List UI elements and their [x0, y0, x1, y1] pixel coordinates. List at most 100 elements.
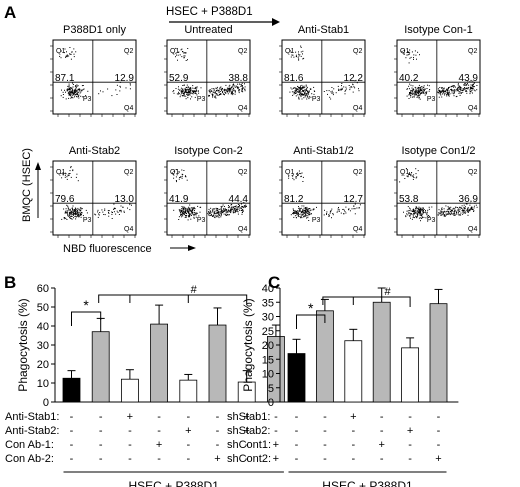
event-dot [439, 87, 441, 88]
event-dot [74, 211, 76, 213]
event-dot [292, 94, 294, 96]
event-dot [68, 211, 70, 213]
event-dot [77, 215, 79, 217]
quadrant-label-q4: Q4 [124, 105, 133, 112]
event-dot [415, 91, 417, 93]
event-dot [426, 88, 428, 89]
event-dot [232, 85, 234, 87]
event-dot [444, 93, 446, 95]
event-dot [298, 91, 300, 92]
event-dot [220, 86, 222, 88]
event-dot [82, 85, 84, 86]
event-dot [178, 86, 179, 88]
event-dot [458, 91, 460, 93]
event-dot [415, 92, 417, 94]
event-dot [181, 92, 183, 94]
event-dot [120, 86, 121, 88]
event-dot [472, 87, 474, 89]
event-dot [457, 212, 459, 214]
event-dot [419, 217, 421, 219]
event-dot [411, 94, 413, 96]
flow-plot-title: Isotype Con-1 [404, 24, 472, 36]
event-dot [442, 213, 444, 214]
event-dot [470, 207, 472, 209]
event-dot [77, 93, 79, 95]
event-dot [67, 211, 68, 213]
event-dot [412, 90, 414, 92]
y-tick-label: 10 [262, 369, 274, 381]
event-dot [467, 87, 469, 89]
treatment-mark: - [323, 439, 327, 451]
treatment-mark: - [128, 439, 132, 451]
event-dot [189, 213, 191, 215]
event-dot [419, 214, 421, 216]
event-dot [220, 208, 222, 210]
event-dot [439, 91, 441, 93]
event-dot [309, 211, 311, 213]
event-dot [212, 91, 214, 93]
event-dot [62, 91, 64, 93]
event-dot [407, 206, 409, 208]
event-dot [308, 97, 310, 99]
percent-right: 44.4 [229, 194, 249, 205]
event-dot [425, 217, 427, 219]
event-dot [313, 208, 315, 210]
quadrant-label-q1: Q1 [56, 48, 65, 55]
event-dot [449, 93, 451, 95]
event-dot [294, 212, 296, 214]
event-dot [242, 209, 244, 211]
event-dot [225, 84, 227, 86]
event-dot [193, 217, 195, 219]
event-dot [410, 89, 412, 91]
event-dot [344, 211, 346, 213]
event-dot [408, 62, 410, 64]
event-dot [183, 206, 185, 208]
event-dot [293, 216, 295, 218]
event-dot [338, 209, 340, 211]
event-dot [300, 176, 302, 178]
event-dot [239, 204, 240, 206]
treatment-mark: - [157, 453, 161, 465]
event-dot [69, 53, 70, 55]
event-dot [451, 85, 453, 87]
event-dot [222, 91, 224, 93]
event-dot [69, 90, 71, 92]
event-dot [73, 90, 75, 92]
event-dot [233, 90, 235, 92]
event-dot [182, 174, 184, 175]
event-dot [197, 205, 199, 207]
flow-plot-frame [52, 160, 137, 236]
treatment-mark: - [245, 453, 249, 465]
event-dot [79, 90, 81, 92]
event-dot [69, 217, 71, 219]
event-dot [238, 92, 240, 94]
event-dot [352, 91, 354, 93]
event-dot [313, 90, 315, 92]
event-dot [234, 207, 235, 209]
event-dot [467, 207, 469, 209]
event-dot [472, 208, 474, 210]
event-dot [119, 85, 121, 87]
event-dot [409, 93, 410, 95]
event-dot [183, 95, 185, 97]
event-dot [414, 209, 416, 211]
event-dot [74, 210, 76, 212]
event-dot [79, 214, 81, 215]
event-dot [419, 212, 421, 213]
event-dot [213, 215, 214, 217]
event-dot [412, 216, 414, 218]
event-dot [198, 215, 200, 217]
event-dot [232, 94, 234, 96]
event-dot [180, 87, 182, 89]
event-dot [210, 214, 212, 215]
event-dot [74, 207, 76, 209]
event-dot [212, 96, 214, 98]
flow-plot-title: Isotype Con1/2 [402, 145, 476, 157]
event-dot [419, 87, 421, 89]
event-dot [188, 209, 190, 211]
event-dot [425, 212, 427, 214]
event-dot [301, 93, 303, 95]
event-dot [296, 212, 298, 214]
event-dot [223, 93, 225, 95]
event-dot [70, 54, 72, 55]
